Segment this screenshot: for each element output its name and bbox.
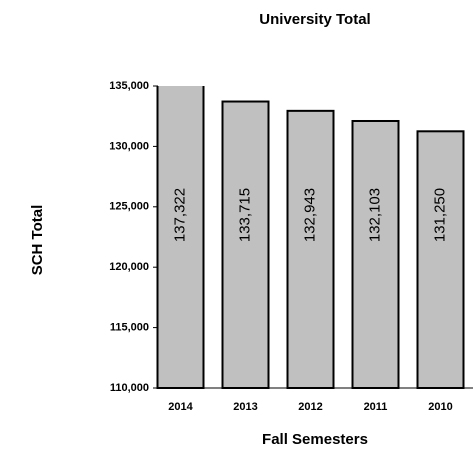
bar bbox=[221, 100, 270, 389]
x-tick-label: 2012 bbox=[298, 401, 322, 413]
y-tick-label: 135,000 bbox=[109, 80, 149, 92]
y-axis-label: SCH Total bbox=[29, 205, 46, 276]
bar bbox=[351, 119, 400, 389]
bar bbox=[416, 130, 465, 389]
y-tick-label: 115,000 bbox=[110, 322, 149, 334]
x-tick-label: 2014 bbox=[168, 401, 193, 413]
value-label: 132,943 bbox=[301, 188, 318, 242]
y-tick-label: 130,000 bbox=[109, 140, 149, 152]
bar bbox=[286, 109, 335, 389]
y-tick-label: 110,000 bbox=[110, 382, 149, 394]
x-axis-label: Fall Semesters bbox=[262, 431, 368, 448]
y-tick-label: 125,000 bbox=[109, 201, 149, 213]
y-tick-label: 120,000 bbox=[109, 261, 149, 273]
value-label: 132,103 bbox=[366, 188, 383, 242]
value-label: 131,250 bbox=[431, 188, 448, 242]
chart-title: University Total bbox=[259, 11, 370, 28]
value-label: 137,322 bbox=[171, 188, 188, 242]
x-tick-label: 2011 bbox=[364, 401, 388, 413]
x-tick-label: 2010 bbox=[428, 401, 452, 413]
value-label: 133,715 bbox=[236, 188, 253, 242]
x-tick-label: 2013 bbox=[233, 401, 257, 413]
